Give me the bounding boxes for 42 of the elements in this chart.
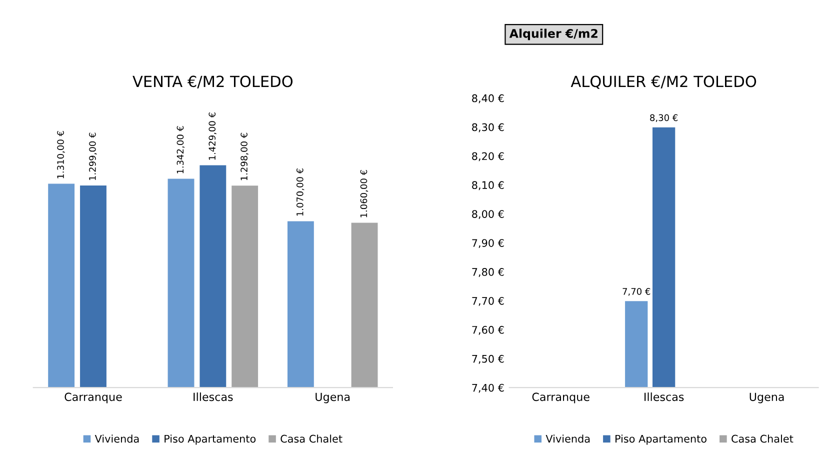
- legend-label: Vivienda: [94, 434, 139, 443]
- data-label: 1.310,00 €: [57, 131, 65, 178]
- bar: [199, 164, 227, 388]
- y-tick-label: 7,60 €: [472, 326, 504, 335]
- bar: [286, 220, 315, 388]
- data-label: 1.429,00 €: [208, 112, 216, 160]
- data-label: 1.070,00 €: [296, 168, 304, 216]
- y-tick-label: 7,40 €: [472, 384, 504, 393]
- bar: [350, 222, 378, 388]
- x-tick-label: Ugena: [750, 392, 784, 404]
- bar: [230, 184, 259, 388]
- y-tick-label: 7,80 €: [472, 268, 504, 277]
- y-tick-label: 7,70 €: [472, 296, 504, 306]
- y-tick-label: 7,90 €: [472, 239, 504, 248]
- legend-label: Casa Chalet: [280, 434, 342, 443]
- legend-label: Casa Chalet: [732, 434, 794, 443]
- data-label: 1.060,00 €: [360, 170, 368, 218]
- x-tick-label: Illescas: [644, 392, 684, 402]
- bar: [47, 183, 76, 388]
- x-tick-label: Carranque: [64, 392, 122, 404]
- data-label: 7,70 €: [622, 288, 650, 296]
- data-label: 1.298,00 €: [240, 132, 248, 180]
- bar: [167, 178, 195, 388]
- x-tick-label: Ugena: [316, 392, 350, 404]
- data-label: 1.342,00 €: [176, 126, 185, 174]
- y-tick-label: 8,10 €: [472, 181, 504, 190]
- y-tick-label: 8,00 €: [472, 210, 504, 220]
- x-tick-label: Illescas: [194, 392, 233, 402]
- data-label: 8,30 €: [650, 114, 678, 122]
- y-tick-label: 8,20 €: [472, 152, 504, 162]
- y-tick-label: 8,40 €: [472, 94, 504, 104]
- chart-title: VENTA €/M2 TOLEDO: [132, 76, 293, 88]
- y-tick-label: 7,50 €: [472, 354, 504, 364]
- x-tick-label: Carranque: [532, 392, 590, 404]
- legend-label: Piso Apartamento: [616, 434, 706, 445]
- legend-label: Piso Apartamento: [164, 434, 256, 445]
- y-tick-label: 8,30 €: [472, 123, 504, 132]
- chart-title: ALQUILER €/M2 TOLEDO: [570, 76, 756, 89]
- data-label: 1.299,00 €: [89, 132, 97, 180]
- legend-label: Vivienda: [546, 434, 590, 443]
- text: Alquiler €/m2: [509, 28, 598, 40]
- bar: [79, 184, 108, 388]
